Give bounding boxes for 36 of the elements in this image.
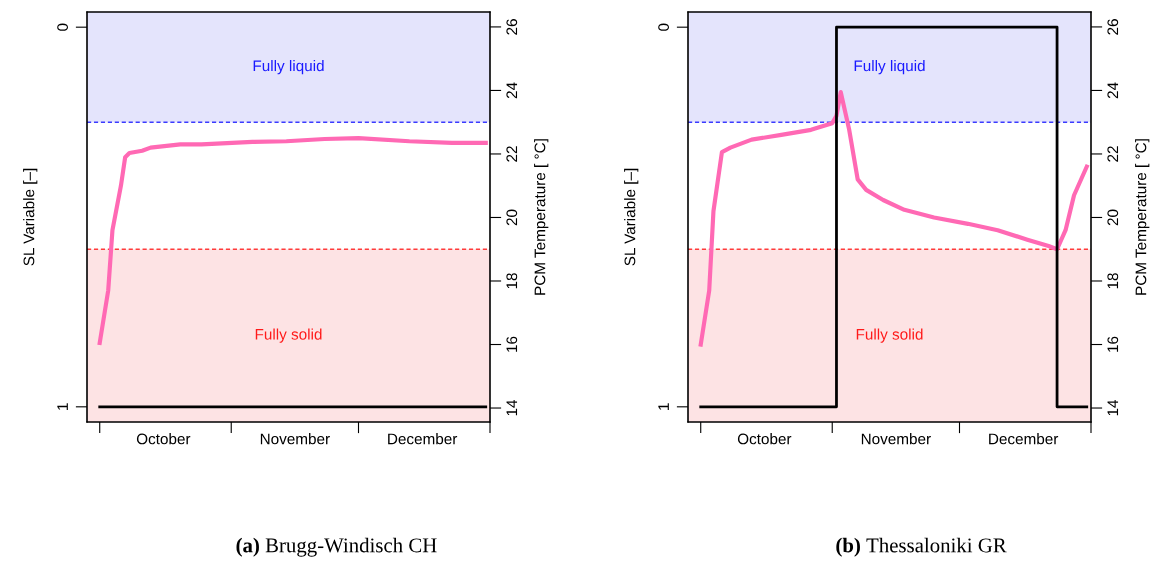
x-tick-label: November [260,433,330,445]
x-tick-label: December [989,433,1059,445]
y2-tick-label: 24 [506,82,518,99]
line-series [97,135,488,346]
y-tick-label: 0 [57,23,69,31]
y2-tick-label: 22 [1107,146,1119,162]
band-label: Fully solid [255,328,322,343]
band-label: Fully solid [856,328,923,343]
text: (a) Brugg-Windisch CH [236,537,437,557]
y-axis-title: SL Variable [–] [624,168,639,266]
x-tick-label: November [861,433,931,445]
y2-tick-label: 16 [506,336,518,352]
line-series [698,89,1089,347]
y2-tick-label: 18 [1107,273,1119,289]
y2-tick-label: 14 [1107,399,1119,416]
y2-tick-label: 22 [506,146,518,162]
x-tick-label: October [737,433,792,445]
y2-tick-label: 18 [506,273,518,289]
y-axis-title: SL Variable [–] [23,168,38,266]
y2-tick-label: 20 [1107,209,1119,226]
y2-tick-label: 26 [506,19,518,35]
y-tick-label: 1 [658,403,669,410]
y2-tick-label: 14 [506,399,518,416]
y2-tick-label: 16 [1107,336,1119,352]
x-tick-label: December [388,433,458,445]
y2-tick-label: 24 [1107,82,1119,99]
y2-axis-title: PCM Temperature [ °C] [1135,139,1150,295]
band-label: Fully liquid [854,59,925,75]
y-tick-label: 0 [658,23,670,31]
text: (b) Thessaloniki GR [836,537,1007,557]
band-label: Fully liquid [253,59,324,75]
y2-tick-label: 26 [1107,19,1119,35]
y2-axis-title: PCM Temperature [ °C] [534,139,549,295]
x-tick-label: October [136,433,191,445]
y-tick-label: 1 [57,403,68,410]
y2-tick-label: 20 [506,209,518,226]
